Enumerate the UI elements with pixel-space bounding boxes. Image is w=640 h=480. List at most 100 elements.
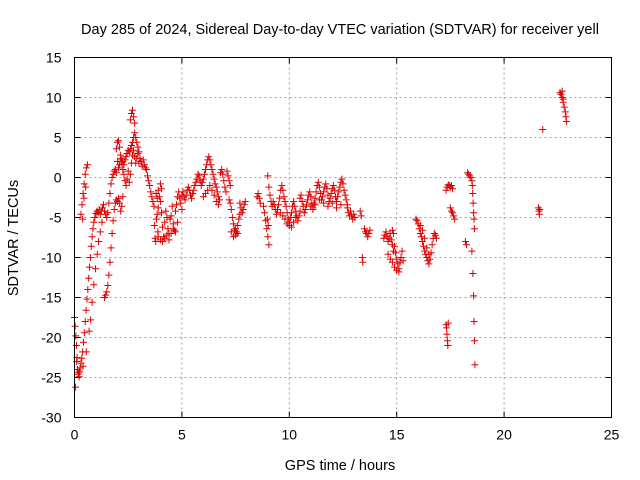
data-point <box>307 193 315 201</box>
data-point <box>219 170 227 178</box>
data-point <box>207 161 215 169</box>
data-point <box>104 282 112 289</box>
data-point <box>392 249 400 257</box>
data-point <box>228 214 236 221</box>
data-point <box>304 196 312 204</box>
data-point <box>202 166 210 173</box>
data-point <box>333 204 341 212</box>
data-point <box>148 193 156 201</box>
data-point <box>442 186 450 194</box>
data-point <box>206 156 214 164</box>
data-point <box>558 94 566 101</box>
data-point <box>215 196 223 204</box>
data-point <box>423 244 431 252</box>
data-point <box>126 170 134 178</box>
data-point <box>82 164 90 172</box>
data-point <box>101 207 109 215</box>
data-point <box>116 143 124 151</box>
data-point <box>312 188 320 196</box>
data-point <box>81 318 89 325</box>
data-point <box>326 194 334 202</box>
data-point <box>238 209 246 217</box>
data-point <box>83 295 91 303</box>
data-point <box>314 178 322 186</box>
data-point <box>365 230 373 237</box>
data-point <box>337 201 345 209</box>
data-point <box>343 204 351 212</box>
data-point <box>191 182 199 189</box>
data-point <box>470 209 478 217</box>
data-point <box>330 186 338 194</box>
x-tick-label: 10 <box>282 427 298 443</box>
y-tick-label: -25 <box>41 370 61 386</box>
data-point <box>173 201 181 209</box>
data-point <box>205 153 213 161</box>
data-point <box>425 260 433 268</box>
data-point <box>561 108 569 116</box>
data-point <box>298 198 306 205</box>
data-point <box>292 214 300 221</box>
data-point <box>151 234 159 242</box>
data-point <box>396 258 404 266</box>
data-point <box>163 231 171 239</box>
data-point <box>387 236 395 244</box>
data-point <box>112 169 120 177</box>
data-point <box>167 212 175 220</box>
data-point <box>135 148 143 156</box>
data-point <box>295 212 303 220</box>
data-point <box>105 199 113 207</box>
data-point <box>278 182 286 189</box>
data-points <box>71 87 570 391</box>
data-point <box>79 362 87 370</box>
data-point <box>415 225 423 233</box>
data-point <box>86 263 94 271</box>
data-point <box>72 342 80 349</box>
y-tick-label: -30 <box>41 410 61 426</box>
data-point <box>536 206 544 213</box>
data-point <box>153 210 161 218</box>
data-point <box>106 190 114 197</box>
data-point <box>297 191 305 199</box>
data-point <box>79 190 87 197</box>
x-tick-label: 15 <box>389 427 405 443</box>
data-point <box>120 161 128 169</box>
data-point <box>225 177 233 185</box>
data-point <box>125 148 133 156</box>
chart-title: Day 285 of 2024, Sidereal Day-to-day VTE… <box>81 22 599 38</box>
data-point <box>232 225 240 233</box>
data-point <box>122 153 130 161</box>
data-point <box>156 198 164 205</box>
data-point <box>226 199 234 207</box>
plot-frame <box>74 57 612 418</box>
y-tick-label: 0 <box>54 170 62 186</box>
data-point <box>78 201 86 209</box>
data-point <box>95 238 103 245</box>
data-point <box>327 190 335 197</box>
data-point <box>311 201 319 209</box>
data-point <box>351 214 359 221</box>
grid <box>74 57 612 418</box>
data-point <box>110 206 118 213</box>
data-point <box>91 214 99 221</box>
data-point <box>214 193 222 201</box>
data-point <box>131 129 139 137</box>
data-point <box>221 183 229 191</box>
data-point <box>127 142 135 149</box>
data-point <box>77 210 85 218</box>
data-point <box>384 238 392 245</box>
data-point <box>99 201 107 209</box>
data-point <box>290 218 298 226</box>
data-point <box>425 250 433 258</box>
data-point <box>80 338 88 346</box>
data-point <box>432 234 440 242</box>
data-point <box>85 274 93 282</box>
data-point <box>291 202 299 210</box>
data-point <box>206 182 214 189</box>
data-point <box>103 214 111 221</box>
data-point <box>382 228 390 236</box>
data-point <box>92 265 100 273</box>
data-point <box>470 337 478 345</box>
data-point <box>222 188 230 196</box>
data-point <box>82 183 90 191</box>
data-point <box>154 186 162 194</box>
